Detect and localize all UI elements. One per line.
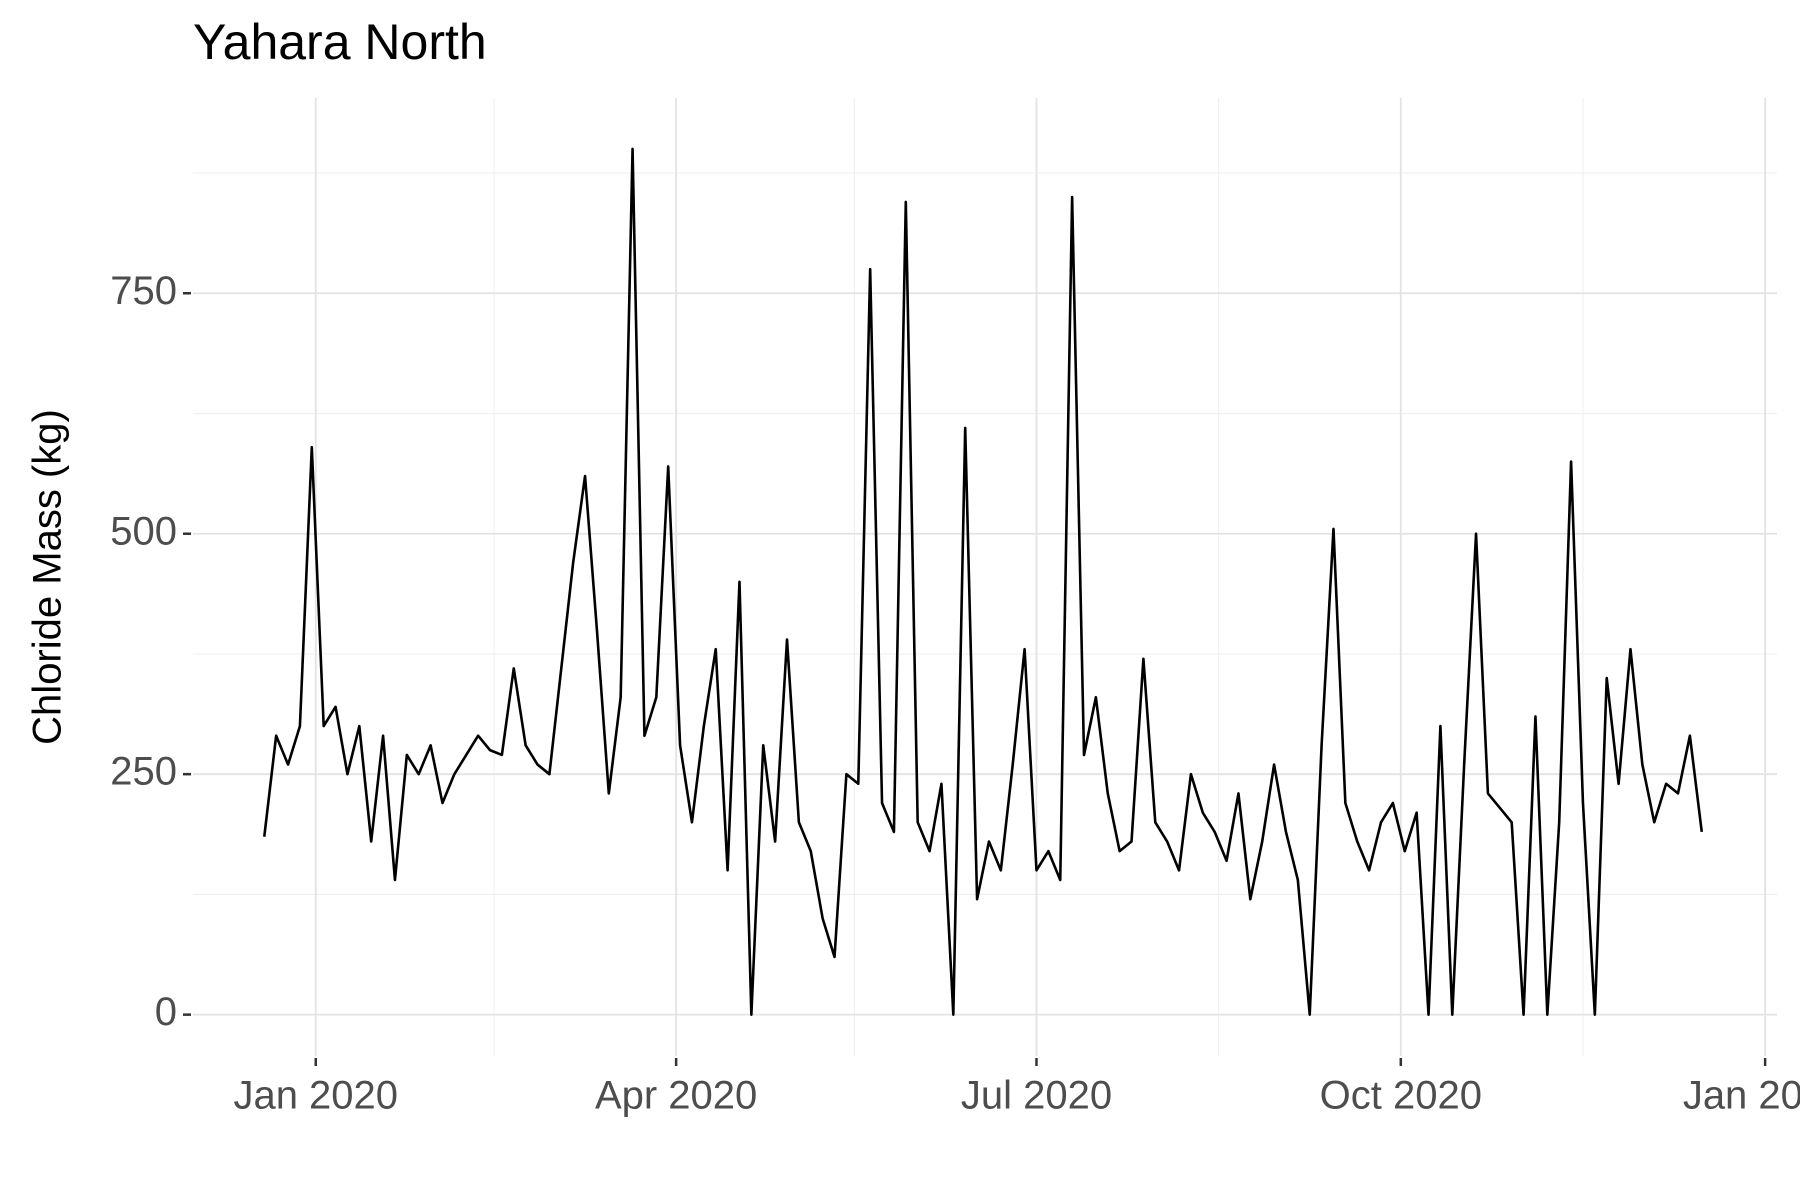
- y-tick-label: 500: [110, 509, 177, 553]
- x-tick-label: Jan 2020: [233, 1074, 398, 1118]
- data-line: [262, 147, 1704, 1016]
- x-tick-label: Oct 2020: [1320, 1074, 1482, 1118]
- y-tick-label: 250: [110, 750, 177, 794]
- x-tick-label: Apr 2020: [595, 1074, 757, 1118]
- y-tick-label: 750: [110, 269, 177, 313]
- y-axis-label: Chloride Mass (kg): [26, 409, 70, 745]
- x-tick-label: Jan 2021: [1683, 1074, 1800, 1118]
- chart-title: Yahara North: [193, 14, 487, 70]
- y-tick-label: 0: [155, 990, 177, 1034]
- x-tick-label: Jul 2020: [961, 1074, 1112, 1118]
